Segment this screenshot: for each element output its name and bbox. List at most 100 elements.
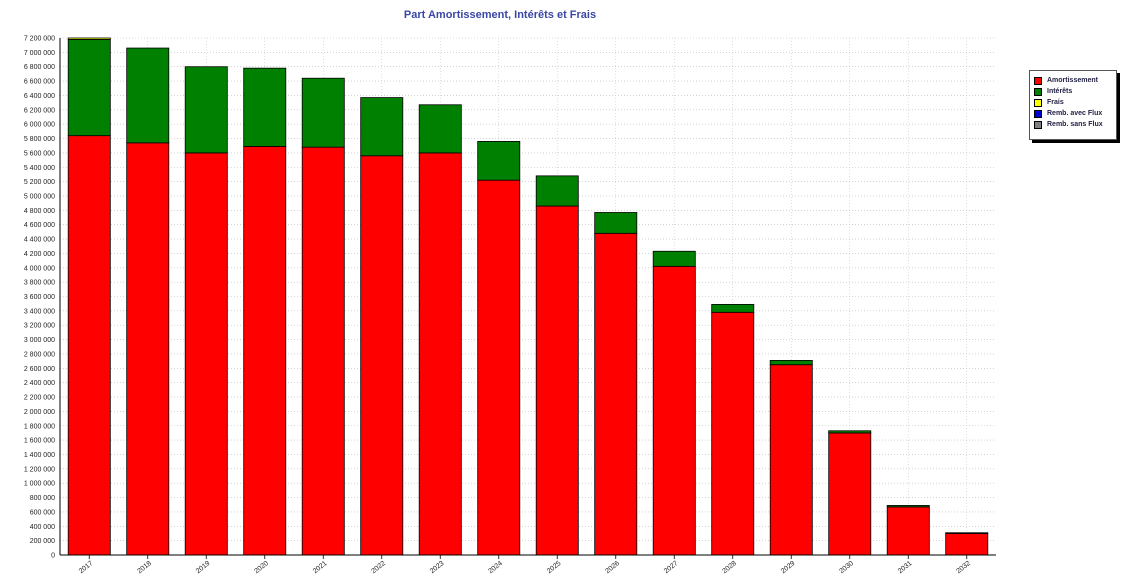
bar-int-r-ts-2032 — [945, 532, 989, 534]
bar-amortissement-2026 — [594, 232, 638, 556]
y-tick-label: 600 000 — [30, 509, 55, 516]
bar-amortissement-2018 — [126, 142, 170, 556]
legend-item: Amortissement — [1034, 75, 1116, 86]
bar-int-r-ts-2022 — [360, 97, 404, 157]
bar-int-r-ts-2023 — [418, 104, 462, 154]
x-tick-label: 2022 — [370, 560, 387, 575]
y-tick-label: 2 400 000 — [24, 380, 55, 387]
legend-swatch — [1034, 120, 1042, 129]
bar-int-r-ts-2026 — [594, 212, 638, 234]
y-tick-label: 6 400 000 — [24, 93, 55, 100]
bar-amortissement-2017 — [67, 135, 111, 556]
bar-int-r-ts-2019 — [184, 66, 228, 154]
y-tick-label: 2 800 000 — [24, 351, 55, 358]
bar-int-r-ts-2028 — [711, 303, 755, 313]
y-tick-label: 1 600 000 — [24, 438, 55, 445]
y-tick-label: 6 800 000 — [24, 64, 55, 71]
y-tick-label: 3 200 000 — [24, 323, 55, 330]
x-tick-label: 2031 — [897, 560, 914, 575]
bar-int-r-ts-2020 — [243, 67, 287, 147]
y-tick-label: 6 200 000 — [24, 107, 55, 114]
bar-int-r-ts-2029 — [769, 360, 813, 366]
y-tick-label: 3 000 000 — [24, 337, 55, 344]
x-tick-label: 2026 — [604, 560, 621, 575]
chart-title: Part Amortissement, Intérêts et Frais — [403, 9, 597, 21]
y-tick-label: 1 400 000 — [24, 452, 55, 459]
bar-amortissement-2022 — [360, 155, 404, 556]
y-tick-label: 3 600 000 — [24, 294, 55, 301]
y-tick-label: 1 000 000 — [24, 481, 55, 488]
y-tick-label: 1 200 000 — [24, 466, 55, 473]
y-tick-label: 4 400 000 — [24, 237, 55, 244]
bar-int-r-ts-2021 — [301, 77, 345, 148]
x-tick-label: 2021 — [312, 560, 329, 575]
y-tick-label: 7 200 000 — [24, 36, 55, 43]
x-tick-label: 2017 — [78, 560, 95, 575]
legend-swatch — [1034, 98, 1042, 107]
y-tick-label: 3 400 000 — [24, 308, 55, 315]
bar-int-r-ts-2027 — [652, 250, 696, 267]
y-tick-label: 4 000 000 — [24, 265, 55, 272]
bar-amortissement-2032 — [945, 533, 989, 556]
bar-frais-2017 — [67, 37, 111, 40]
bar-amortissement-2019 — [184, 152, 228, 556]
x-tick-label: 2025 — [546, 560, 563, 575]
y-tick-label: 400 000 — [30, 524, 55, 531]
y-tick-label: 2 000 000 — [24, 409, 55, 416]
y-tick-label: 5 400 000 — [24, 165, 55, 172]
y-tick-label: 3 800 000 — [24, 280, 55, 287]
legend-label: Remb. sans Flux — [1047, 121, 1103, 128]
bar-int-r-ts-2031 — [886, 505, 930, 508]
bar-int-r-ts-2017 — [67, 39, 111, 137]
x-tick-label: 2029 — [780, 560, 797, 575]
bar-amortissement-2023 — [418, 152, 462, 556]
y-tick-label: 2 600 000 — [24, 366, 55, 373]
bar-amortissement-2027 — [652, 265, 696, 556]
y-tick-label: 0 — [51, 553, 55, 560]
bar-amortissement-2024 — [477, 179, 521, 556]
bar-int-r-ts-2024 — [477, 140, 521, 181]
x-tick-label: 2019 — [195, 560, 212, 575]
legend-label: Remb. avec Flux — [1047, 110, 1103, 117]
legend-item: Intérêts — [1034, 86, 1116, 97]
legend-item: Frais — [1034, 97, 1116, 108]
legend-swatch — [1034, 76, 1042, 85]
legend-item: Remb. avec Flux — [1034, 108, 1116, 119]
y-tick-label: 6 600 000 — [24, 79, 55, 86]
y-tick-label: 4 200 000 — [24, 251, 55, 258]
bar-int-r-ts-2030 — [828, 430, 872, 434]
bar-amortissement-2030 — [828, 432, 872, 556]
x-tick-label: 2028 — [721, 560, 738, 575]
y-tick-label: 5 000 000 — [24, 193, 55, 200]
bar-amortissement-2028 — [711, 311, 755, 556]
legend: Amortissement Intérêts Frais Remb. avec Flu… — [1029, 70, 1117, 140]
y-tick-label: 4 600 000 — [24, 222, 55, 229]
x-tick-label: 2032 — [955, 560, 972, 575]
x-tick-label: 2018 — [136, 560, 153, 575]
y-tick-label: 800 000 — [30, 495, 55, 502]
y-tick-label: 5 800 000 — [24, 136, 55, 143]
bar-amortissement-2020 — [243, 146, 287, 556]
y-tick-label: 6 000 000 — [24, 122, 55, 129]
bar-int-r-ts-2025 — [535, 175, 579, 207]
y-tick-label: 200 000 — [30, 538, 55, 545]
y-tick-label: 5 200 000 — [24, 179, 55, 186]
x-tick-label: 2023 — [429, 560, 446, 575]
x-tick-label: 2020 — [253, 560, 270, 575]
legend-label: Frais — [1047, 99, 1064, 106]
x-tick-label: 2024 — [487, 560, 504, 575]
x-tick-label: 2027 — [663, 560, 680, 575]
bar-amortissement-2025 — [535, 205, 579, 556]
bar-int-r-ts-2018 — [126, 47, 170, 144]
y-tick-label: 5 600 000 — [24, 150, 55, 157]
y-tick-label: 2 200 000 — [24, 395, 55, 402]
y-tick-label: 1 800 000 — [24, 423, 55, 430]
legend-swatch — [1034, 87, 1042, 96]
bar-amortissement-2021 — [301, 146, 345, 556]
legend-swatch — [1034, 109, 1042, 118]
legend-label: Amortissement — [1047, 77, 1098, 84]
x-tick-label: 2030 — [838, 560, 855, 575]
legend-label: Intérêts — [1047, 88, 1073, 95]
legend-item: Remb. sans Flux — [1034, 119, 1116, 130]
